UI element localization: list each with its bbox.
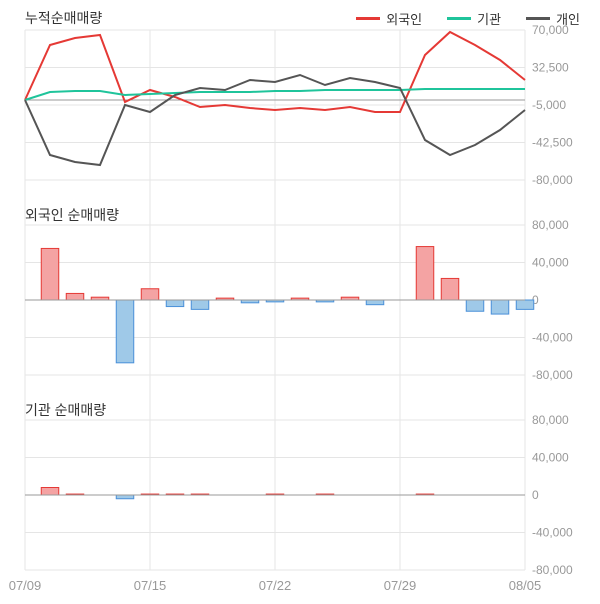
svg-text:-80,000: -80,000 <box>532 563 573 577</box>
svg-text:07/09: 07/09 <box>9 578 42 593</box>
svg-text:40,000: 40,000 <box>532 256 569 270</box>
svg-text:-40,000: -40,000 <box>532 526 573 540</box>
svg-text:07/15: 07/15 <box>134 578 167 593</box>
svg-text:07/29: 07/29 <box>384 578 417 593</box>
chart-svg: 70,000 32,500 -5,000 -42,500 -80,000 80,000 40… <box>0 0 600 604</box>
svg-text:-40,000: -40,000 <box>532 331 573 345</box>
svg-text:32,500: 32,500 <box>532 61 569 75</box>
svg-text:-5,000: -5,000 <box>532 98 566 112</box>
svg-text:-42,500: -42,500 <box>532 136 573 150</box>
svg-text:-80,000: -80,000 <box>532 368 573 382</box>
svg-text:-80,000: -80,000 <box>532 173 573 187</box>
svg-text:0: 0 <box>532 488 539 502</box>
svg-text:80,000: 80,000 <box>532 218 569 232</box>
svg-text:70,000: 70,000 <box>532 23 569 37</box>
svg-text:08/05: 08/05 <box>509 578 542 593</box>
svg-text:40,000: 40,000 <box>532 451 569 465</box>
chart-container: 누적순매매량 외국인 기관 개인 외국인 순매매량 기관 순매매량 70,000… <box>0 0 600 604</box>
svg-text:07/22: 07/22 <box>259 578 292 593</box>
svg-text:80,000: 80,000 <box>532 413 569 427</box>
